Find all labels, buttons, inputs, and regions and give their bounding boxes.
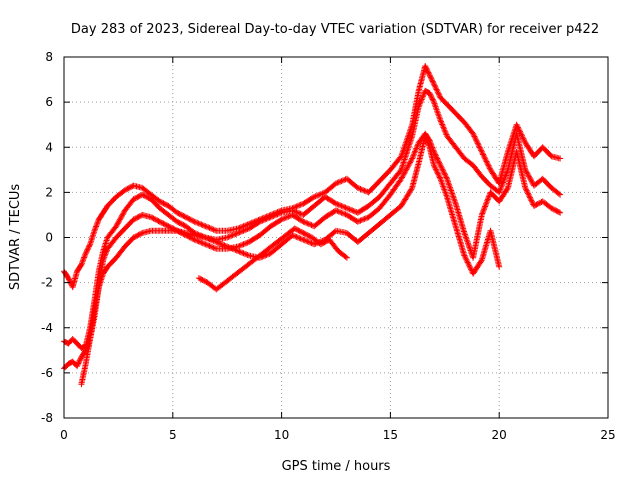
x-tick-label: 10 [274,428,289,442]
x-tick-label: 5 [169,428,177,442]
axis-ticks [63,56,609,419]
x-tick-label: 20 [492,428,507,442]
y-tick-label: -8 [41,411,53,425]
y-tick-label: 8 [45,50,53,64]
data-points [61,63,564,388]
x-axis-label: GPS time / hours [282,459,391,474]
series-track-5 [195,225,350,293]
chart-title: Day 283 of 2023, Sidereal Day-to-day VTE… [71,22,599,37]
y-tick-label: -4 [41,321,53,335]
y-axis-label: SDTVAR / TECUs [8,184,23,291]
y-tick-label: 0 [45,231,53,245]
x-tick-label: 15 [383,428,398,442]
x-tick-labels: 0 5 10 15 20 25 [60,428,615,442]
y-tick-label: 2 [45,185,53,199]
series-track-4 [78,133,503,388]
y-tick-label: 4 [45,140,53,154]
y-tick-label: -6 [41,366,53,380]
y-tick-labels: -8 -6 -4 -2 0 2 4 6 8 [41,50,53,425]
y-tick-label: -2 [41,276,53,290]
x-tick-label: 25 [600,428,615,442]
plus-markers [78,133,503,388]
y-tick-label: 6 [45,95,53,109]
series-track-1 [61,63,564,291]
grid-lines [64,57,608,418]
plus-markers [61,63,564,291]
plus-markers [195,225,350,293]
x-tick-label: 0 [60,428,68,442]
